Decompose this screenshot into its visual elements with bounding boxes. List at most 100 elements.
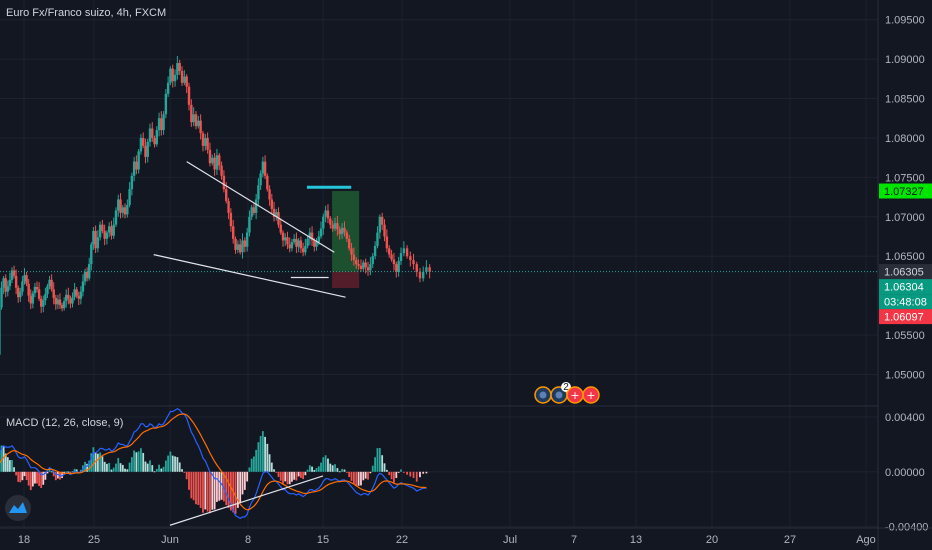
macd-histogram-bar	[34, 471, 36, 484]
candle-body	[355, 260, 358, 265]
macd-trend-line[interactable]	[169, 475, 324, 526]
price-label-text: 1.06097	[884, 312, 924, 324]
macd-histogram-bar	[190, 471, 193, 499]
macd-histogram-bar	[362, 471, 365, 481]
macd-histogram-bar	[213, 471, 216, 510]
candle-body	[110, 226, 113, 236]
candle-body	[220, 165, 223, 176]
macd-histogram-bar	[243, 471, 246, 490]
event-badges[interactable]: 2 + +	[534, 382, 600, 404]
candle-body	[415, 264, 418, 272]
time-tick-label: Jul	[503, 534, 517, 546]
candle-body	[362, 262, 365, 269]
price-label-text: 1.06305	[884, 267, 924, 279]
macd-histogram-bar	[317, 466, 320, 472]
macd-histogram-bar	[195, 471, 197, 505]
drawings[interactable]	[153, 161, 352, 298]
candle-body	[245, 232, 249, 247]
candle-body	[29, 295, 32, 304]
macd-tick-label: 0.00400	[885, 412, 925, 424]
candle-body	[359, 265, 363, 269]
macd-histogram-bar	[40, 471, 43, 489]
time-tick-label: 7	[571, 534, 577, 546]
candle-body	[350, 248, 353, 255]
macd-histogram-bar	[293, 471, 296, 480]
macd-histogram-bar	[412, 471, 415, 478]
macd-histogram-bar	[390, 471, 393, 480]
candle-body	[183, 76, 186, 83]
event-plus-icon-2[interactable]	[582, 386, 600, 404]
macd-histogram-bar	[364, 471, 367, 479]
macd-histogram-bar	[345, 471, 348, 473]
macd-histogram-bar	[270, 462, 273, 472]
time-tick-label: 13	[630, 534, 642, 546]
macd-histogram-bar	[406, 471, 408, 475]
macd-histogram-bar	[266, 443, 269, 472]
macd-histogram-bar	[241, 471, 244, 495]
candle-body	[421, 271, 425, 279]
candle-body	[388, 248, 391, 255]
price-tick-label: 1.05000	[885, 369, 925, 381]
macd-histogram-bar	[415, 471, 418, 482]
time-tick-label: 8	[245, 534, 251, 546]
macd-histogram-bar	[250, 458, 253, 472]
tradingview-logo-icon[interactable]	[5, 495, 31, 521]
macd-histogram-bar	[199, 471, 202, 508]
macd-histogram-bar	[227, 471, 230, 509]
candle-body	[290, 242, 294, 249]
candle-body	[119, 199, 122, 213]
candle-body	[132, 161, 136, 176]
macd-histogram-bar	[164, 460, 167, 472]
macd-histogram-bar	[236, 471, 239, 508]
candle-body	[103, 230, 106, 239]
candle-body	[352, 254, 356, 261]
candle-body	[33, 286, 37, 294]
macd-histogram-bar	[153, 471, 156, 473]
candle-body	[139, 137, 143, 152]
price-tick-label: 1.05500	[885, 330, 925, 342]
price-axis[interactable]: 1.09500 1.09000 1.08500 1.08000 1.07500 1.070…	[885, 15, 925, 382]
candle-body	[180, 70, 184, 83]
macd-histogram-bar	[185, 471, 188, 480]
macd-histogram-bar	[6, 457, 9, 472]
candle-body	[148, 128, 152, 142]
macd-histogram-bar	[282, 471, 284, 484]
macd-histogram-bar	[306, 469, 309, 472]
candle-body	[54, 297, 58, 305]
macd-histogram-bar	[146, 463, 149, 472]
chart-grid	[0, 0, 878, 528]
macd-histogram-bar	[211, 471, 214, 510]
candle-body	[75, 289, 78, 296]
macd-drawings[interactable]	[169, 475, 324, 526]
candle-body	[17, 287, 20, 298]
candle-body	[88, 264, 91, 279]
candle-body	[364, 262, 367, 268]
upper-wedge-line[interactable]	[186, 161, 335, 253]
macd-histogram-bar	[44, 471, 47, 480]
macd-histogram-bar	[2, 445, 5, 472]
macd-histogram-bar	[31, 471, 34, 487]
macd-histogram-bar	[171, 455, 174, 472]
candle-body	[25, 275, 28, 284]
macd-histogram-bar	[209, 471, 211, 514]
macd-histogram-bar	[234, 471, 237, 514]
candle-body	[123, 207, 127, 215]
candle-body	[288, 244, 291, 249]
candle-body	[279, 224, 282, 233]
price-label-box	[879, 183, 932, 199]
time-axis[interactable]: 18 25 Jun 8 15 22 Jul 7 13 20 27 Ago	[18, 534, 876, 546]
candle-body	[85, 271, 89, 279]
macd-title[interactable]: MACD (12, 26, close, 9)	[6, 417, 123, 429]
candle-body	[79, 291, 83, 299]
candles	[0, 55, 431, 355]
candle-body	[385, 236, 389, 249]
symbol-title[interactable]: Euro Fx/Franco suizo, 4h, FXCM	[6, 7, 166, 19]
macd-histogram-bar	[259, 436, 262, 472]
lower-wedge-line[interactable]	[153, 254, 346, 298]
macd-histogram-bar	[355, 471, 358, 487]
price-label-text: 03:48:08	[884, 297, 927, 309]
stop-zone[interactable]	[332, 271, 360, 288]
time-tick-label: 15	[317, 534, 329, 546]
